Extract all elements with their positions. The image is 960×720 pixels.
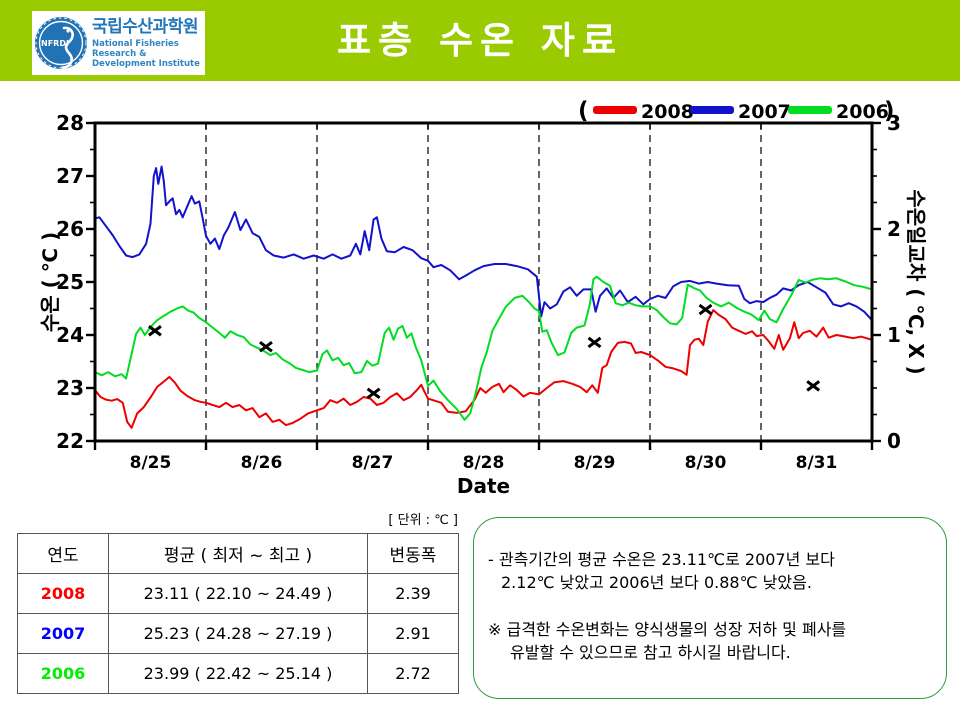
year-2007: 2007 [17, 613, 109, 654]
institute-name-en: National Fisheries Research & Developmen… [92, 39, 200, 69]
svg-text:8/31: 8/31 [796, 453, 838, 473]
legend-swatch-2008 [593, 106, 637, 114]
gridlines [205, 123, 762, 441]
legend-swatch-2007 [690, 106, 734, 114]
year-2008: 2008 [17, 573, 109, 614]
note-paragraph-2: ※ 급격한 수온변화는 양식생물의 성장 저하 및 폐사를 유발할 수 있으므로… [488, 620, 847, 662]
variation-2007: 2.91 [367, 613, 459, 654]
svg-text:22: 22 [56, 429, 84, 453]
range-2008: 23.11 ( 22.10 ~ 24.49 ) [108, 573, 368, 614]
svg-text:3: 3 [887, 111, 901, 135]
right-axis-ticks [872, 121, 881, 443]
svg-text:23: 23 [56, 376, 84, 400]
x-axis-tick-labels: 8/25 8/26 8/27 8/28 8/29 8/30 8/31 [130, 453, 838, 473]
svg-text:27: 27 [56, 164, 84, 188]
note-box: - 관측기간의 평균 수온은 23.11℃로 2007년 보다 2.12℃ 낮았… [473, 517, 947, 699]
page-title: 표층 수온 자료 [336, 19, 623, 62]
right-axis-tick-labels: 0 1 2 3 [887, 111, 901, 453]
y-axis-title-right: 수온일교차 ( ℃, X ) [904, 189, 928, 374]
svg-text:8/25: 8/25 [130, 453, 172, 473]
legend-label-2007: 2007 [738, 101, 791, 123]
table-row-2008: 2008 23.11 ( 22.10 ~ 24.49 ) 2.39 [17, 573, 459, 614]
col-header-mean-range: 평균 ( 최저 ~ 최고 ) [108, 533, 368, 574]
institute-logo: NFRDI 국립수산과학원 National Fisheries Researc… [32, 11, 205, 75]
range-2006: 23.99 ( 22.42 ~ 25.14 ) [108, 653, 368, 694]
table-row-2006: 2006 23.99 ( 22.42 ~ 25.14 ) 2.72 [17, 653, 459, 694]
col-header-variation: 변동폭 [367, 533, 459, 574]
svg-text:8/29: 8/29 [574, 453, 616, 473]
svg-text:0: 0 [887, 429, 901, 453]
series-line-2008 [94, 309, 873, 429]
stats-table: 연도 평균 ( 최저 ~ 최고 ) 변동폭 2008 23.11 ( 22.10… [17, 533, 459, 694]
variation-2006: 2.72 [367, 653, 459, 694]
variation-2008: 2.39 [367, 573, 459, 614]
range-2007: 25.23 ( 24.28 ~ 27.19 ) [108, 613, 368, 654]
header-bar: 표층 수온 자료 NFRDI 국립수산과학원 National Fisherie… [0, 0, 960, 81]
svg-text:1: 1 [887, 323, 901, 347]
axis-titles: Date 수온 ( ℃ ) 수온일교차 ( ℃, X ) [38, 189, 928, 498]
table-header-row: 연도 평균 ( 최저 ~ 최고 ) 변동폭 [17, 533, 459, 574]
daily-range-marks [148, 303, 821, 399]
y-axis-title-left: 수온 ( ℃ ) [38, 232, 62, 332]
series-line-2006 [94, 275, 873, 421]
nfrdi-seal-icon: NFRDI [35, 17, 87, 69]
svg-text:28: 28 [56, 111, 84, 135]
svg-text:26: 26 [56, 217, 84, 241]
plot-frame [93, 121, 874, 443]
svg-text:8/28: 8/28 [463, 453, 505, 473]
table-row-2007: 2007 25.23 ( 24.28 ~ 27.19 ) 2.91 [17, 613, 459, 654]
note-paragraph-1: - 관측기간의 평균 수온은 23.11℃로 2007년 보다 2.12℃ 낮았… [488, 550, 835, 592]
svg-text:8/26: 8/26 [241, 453, 283, 473]
left-axis-ticks [86, 121, 95, 443]
left-axis-tick-labels: 22 23 24 25 26 27 28 [56, 111, 84, 453]
legend-close-paren: ) [884, 98, 895, 124]
year-2006: 2006 [17, 653, 109, 694]
svg-text:8/27: 8/27 [352, 453, 394, 473]
svg-text:2: 2 [887, 217, 901, 241]
seal-text: NFRDI [41, 39, 69, 48]
legend-swatch-2006 [788, 106, 832, 114]
x-axis-ticks [93, 123, 874, 450]
svg-text:24: 24 [56, 323, 84, 347]
table-unit-label: [ 단위 : ℃ ] [388, 513, 458, 528]
x-axis-title: Date [457, 474, 510, 498]
institute-name-kr: 국립수산과학원 [92, 17, 198, 37]
svg-text:25: 25 [56, 270, 84, 294]
institute-names: 국립수산과학원 National Fisheries Research & De… [92, 17, 205, 69]
legend-label-2008: 2008 [641, 101, 694, 123]
svg-text:8/30: 8/30 [685, 453, 727, 473]
legend-open-paren: ( [578, 98, 589, 124]
seahorse-icon [61, 26, 74, 69]
legend: (2008 2007 2006) [578, 98, 895, 124]
col-header-year: 연도 [17, 533, 109, 574]
legend-label-2006: 2006 [836, 101, 889, 123]
series-line-2007 [94, 165, 873, 321]
